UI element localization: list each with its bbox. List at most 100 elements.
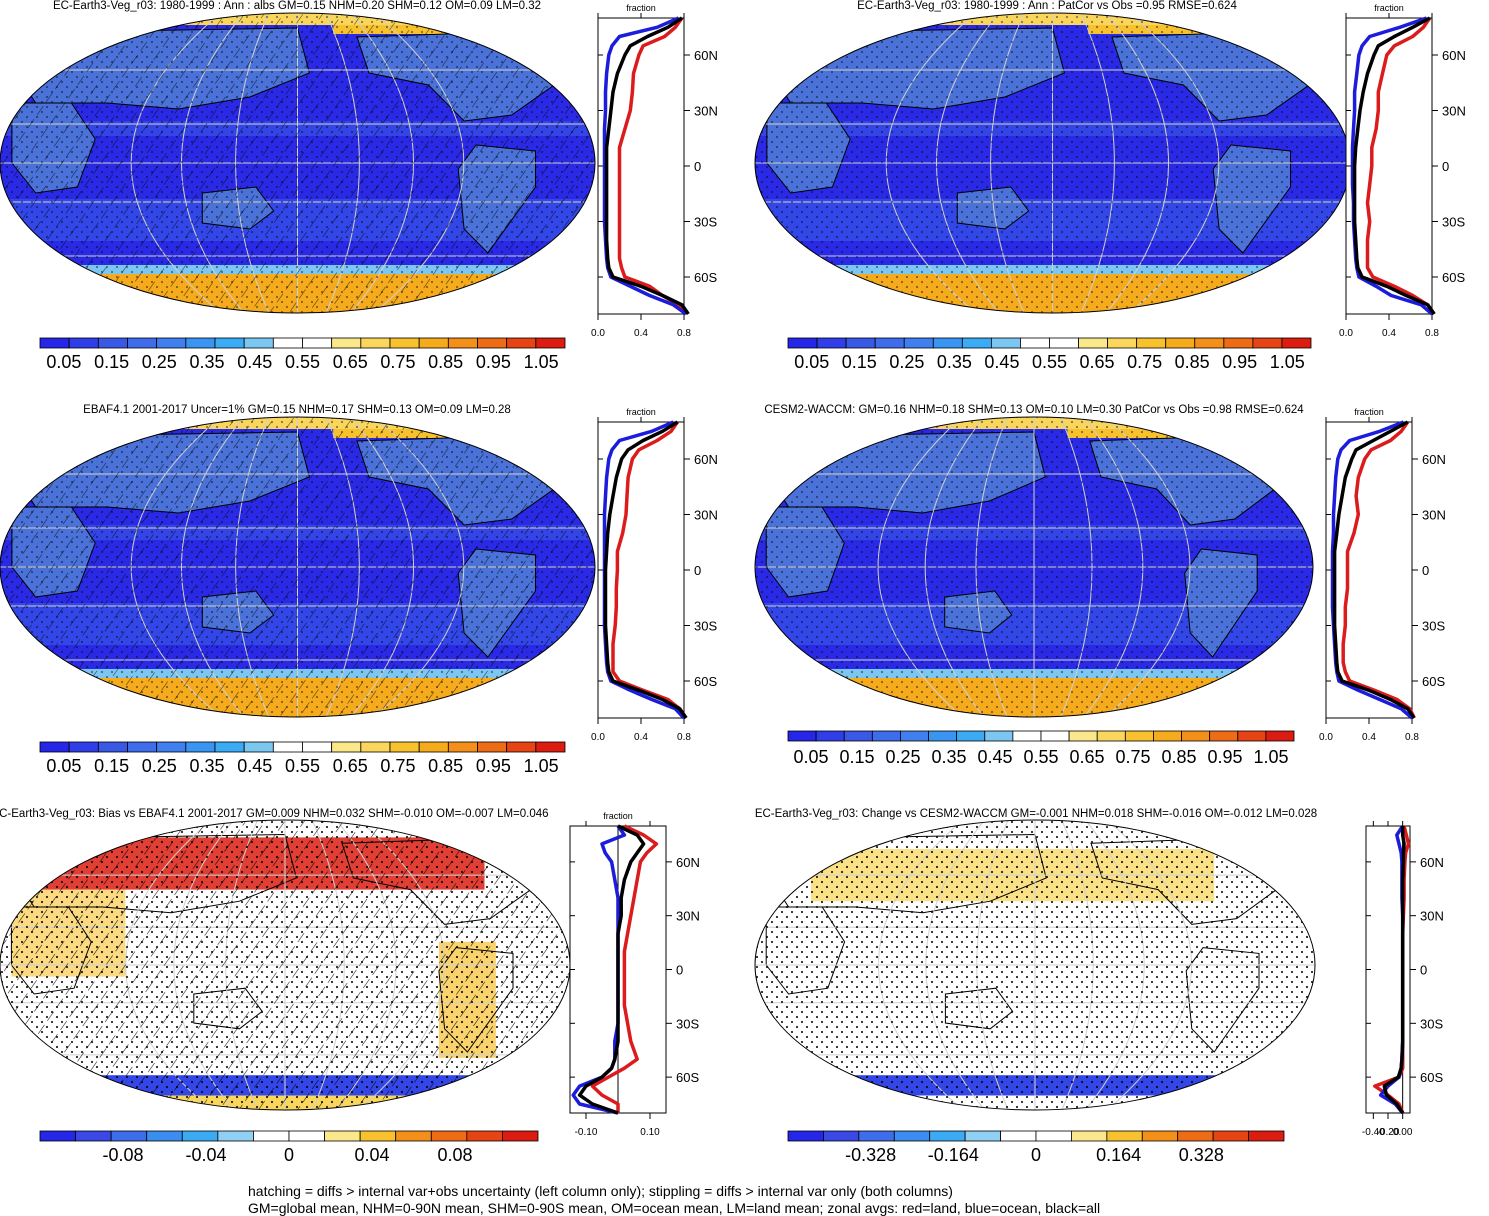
panel-title: EC-Earth3-Veg_r03: Bias vs EBAF4.1 2001-…: [0, 808, 549, 820]
colorbar-label: 0.65: [1069, 747, 1104, 767]
colorbar-swatch: [845, 337, 876, 349]
colorbar-swatch: [477, 337, 508, 349]
zonal-line-ocean: [602, 16, 688, 316]
colorbar-swatch: [324, 1130, 361, 1142]
colorbar-swatch: [1136, 337, 1167, 349]
x-tick-label: 0.0: [591, 732, 605, 743]
colorbar-swatch: [447, 337, 478, 349]
colorbar-swatch: [1078, 337, 1109, 349]
x-tick-label: 0.10: [640, 1127, 660, 1138]
map-outline: [0, 12, 596, 314]
lat-label: 30S: [1442, 215, 1465, 230]
colorbar-swatch: [928, 730, 958, 742]
colorbar-swatch: [302, 741, 333, 753]
zonal-line-land: [617, 16, 688, 316]
colorbar-label: 0.85: [1161, 747, 1196, 767]
x-tick-label: 0.8: [1405, 732, 1419, 743]
colorbar-label: 0.85: [428, 756, 463, 776]
zonal-plot-p6: 60N 30N 0 30S 60S -0.40-0.200.00: [1362, 821, 1444, 1138]
colorbar-label: 0.25: [142, 352, 177, 372]
colorbar-label: -0.328: [845, 1145, 896, 1165]
panel-title: EC-Earth3-Veg_r03: 1980-1999 : Ann : alb…: [53, 0, 541, 12]
zonal-line-all: [577, 824, 646, 1115]
x-tick-label: 0.8: [677, 732, 691, 743]
colorbar-label: 0.85: [1175, 352, 1210, 372]
colorbar-swatch: [843, 730, 873, 742]
lat-label: 30N: [1442, 104, 1466, 119]
map-p3: [0, 417, 595, 717]
colorbar-swatch: [1153, 730, 1182, 742]
colorbar-p2: 0.05 0.15 0.25 0.35 0.45 0.55 0.65 0.75 0.85 0.95…: [787, 337, 1312, 372]
colorbar-swatch: [331, 337, 362, 349]
colorbar-label: 0.85: [428, 352, 463, 372]
colorbar-label: 0.35: [937, 352, 972, 372]
zonal-line-ocean: [1350, 16, 1434, 316]
colorbar-swatch: [787, 1130, 824, 1142]
colorbar-label: 1.05: [1253, 747, 1288, 767]
colorbar-label: 0.05: [793, 747, 828, 767]
colorbar-swatch: [903, 337, 934, 349]
map-p4: [755, 417, 1313, 717]
colorbar-swatch: [506, 337, 537, 349]
panel-p5: EC-Earth3-Veg_r03: Bias vs EBAF4.1 2001-…: [0, 808, 700, 1165]
map-p1: [0, 13, 595, 313]
colorbar-swatch: [253, 1130, 290, 1142]
colorbar-swatch: [39, 337, 70, 349]
zonal-line-land: [1365, 17, 1436, 316]
colorbar-swatch: [1177, 1130, 1214, 1142]
colorbar-swatch: [75, 1130, 112, 1142]
colorbar-swatch: [535, 337, 566, 349]
colorbar-swatch: [127, 741, 158, 753]
colorbar-p6: -0.328 -0.164 0 0.164 0.328: [787, 1130, 1285, 1165]
zonal-plot-p5: 60N 30N 0 30S 60S -0.10 0.10 fraction: [569, 811, 700, 1138]
zonal-plot-p1: 60N 30N 0 30S 60S 0.0 0.4 0.8 fraction: [591, 3, 718, 339]
colorbar-label: 0: [1031, 1145, 1041, 1165]
colorbar-swatch: [288, 1130, 325, 1142]
zonal-line-all: [604, 16, 690, 315]
colorbar-swatch: [360, 741, 391, 753]
colorbar-swatch: [1040, 730, 1070, 742]
colorbar-swatch: [1281, 337, 1312, 349]
colorbar-label: 0.75: [1115, 747, 1150, 767]
stippling-overlay: [0, 13, 595, 313]
colorbar-label: 0.55: [1032, 352, 1067, 372]
colorbar-label: 0.75: [380, 352, 415, 372]
map-outline: [0, 416, 596, 718]
colorbar-p4: 0.05 0.15 0.25 0.35 0.45 0.55 0.65 0.75 0.85 0.95…: [787, 730, 1295, 767]
colorbar-swatch: [97, 337, 128, 349]
colorbar-swatch: [787, 730, 817, 742]
panel-title: EC-Earth3-Veg_r03: 1980-1999 : Ann : Pat…: [857, 0, 1237, 12]
lat-label: 60S: [1442, 270, 1465, 285]
colorbar-swatch: [389, 741, 420, 753]
colorbar-label: 0.55: [285, 352, 320, 372]
lat-label: 60N: [694, 48, 718, 63]
colorbar-swatch: [185, 337, 216, 349]
colorbar-label: 0.35: [190, 352, 225, 372]
colorbar-label: 0.45: [237, 756, 272, 776]
zonal-xlabel: fraction: [1354, 407, 1384, 417]
colorbar-swatch: [181, 1130, 219, 1142]
colorbar-swatch: [1165, 337, 1196, 349]
lat-label: 60N: [1442, 48, 1466, 63]
x-tick-label: 0.00: [1393, 1127, 1413, 1138]
colorbar-swatch: [466, 1130, 503, 1142]
lat-label: 0: [694, 159, 701, 174]
colorbar-swatch: [1071, 1130, 1108, 1142]
colorbar-label: 1.05: [1270, 352, 1305, 372]
colorbar-label: 0.65: [333, 756, 368, 776]
lat-label: 0: [676, 963, 683, 978]
colorbar-swatch: [214, 741, 245, 753]
colorbar-swatch: [214, 337, 245, 349]
zonal-frame: [1325, 421, 1413, 719]
colorbar-label: 0.35: [931, 747, 966, 767]
colorbar-swatch: [1096, 730, 1126, 742]
colorbar-label: 0.05: [46, 352, 81, 372]
colorbar-swatch: [272, 337, 303, 349]
zonal-line-all: [603, 420, 688, 719]
colorbar-label: 0.05: [46, 756, 81, 776]
colorbar-label: 0: [284, 1145, 294, 1165]
x-tick-label: -0.20: [1377, 1127, 1400, 1138]
footer-line-1: hatching = diffs > internal var+obs unce…: [248, 1183, 953, 1199]
lat-label: 60N: [676, 855, 700, 870]
